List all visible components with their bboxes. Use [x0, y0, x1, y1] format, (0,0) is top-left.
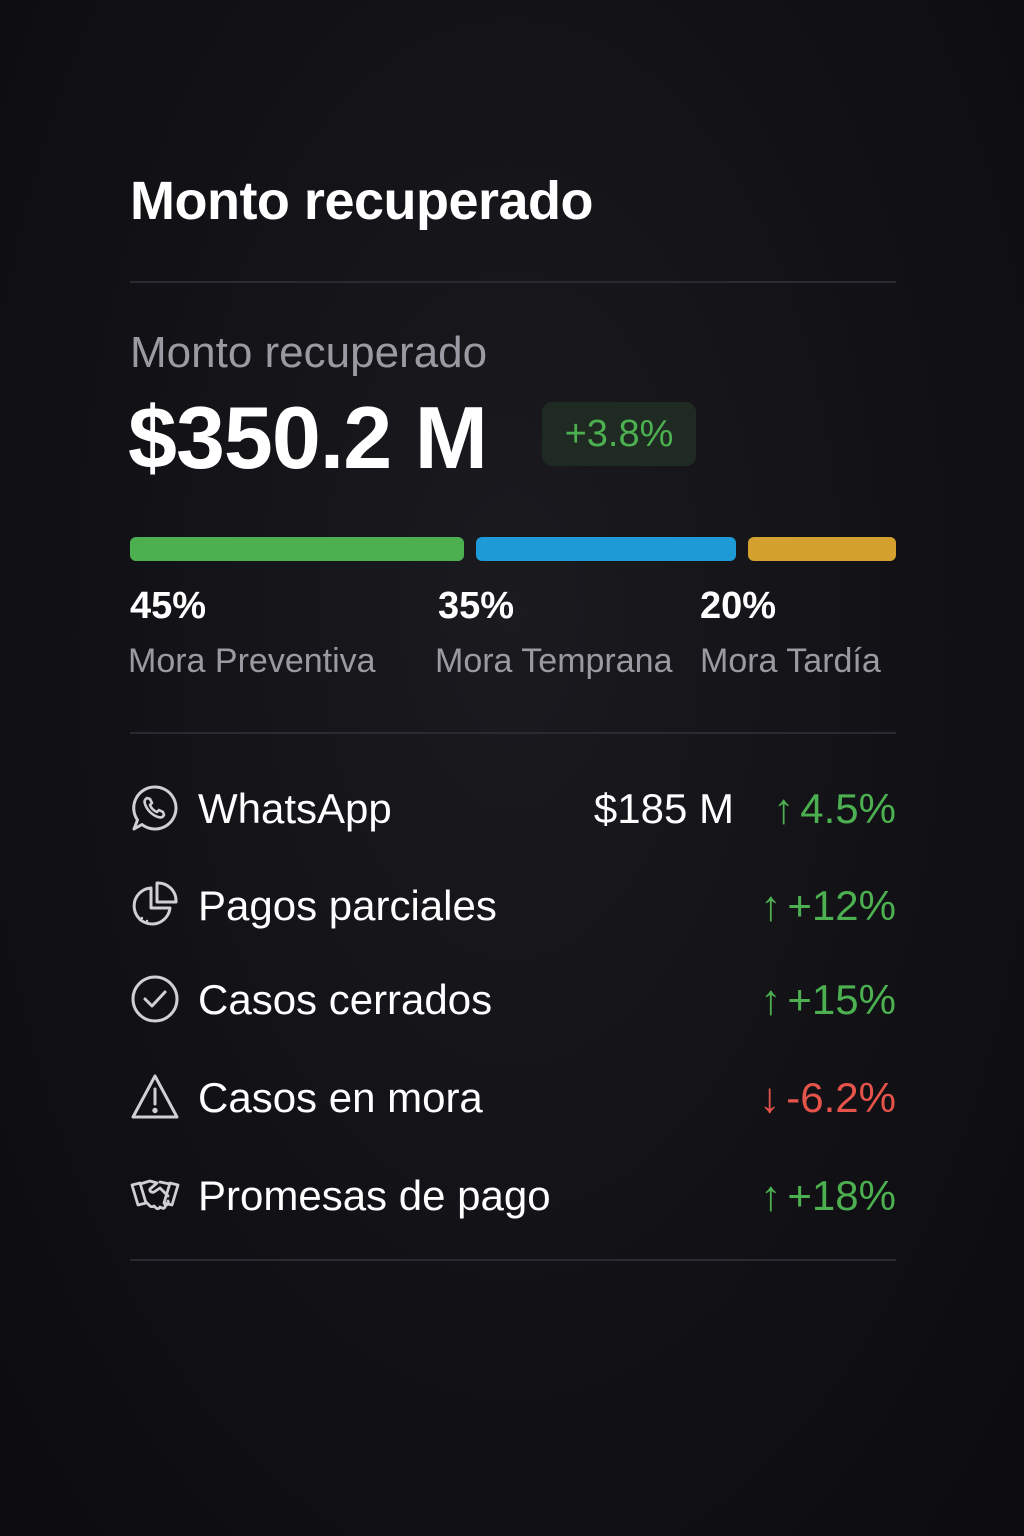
channel-row-overdue-cases[interactable]: Casos en mora ↓ -6.2%: [130, 1068, 896, 1128]
segment-name-temprana: Mora Temprana: [435, 642, 673, 680]
divider: [130, 1259, 896, 1261]
channel-row-payment-promises[interactable]: Promesas de pago ↑ +18%: [130, 1166, 896, 1226]
card-title: Monto recuperado: [130, 171, 594, 231]
segment-bar-tardia: [748, 537, 896, 561]
metric-value: $350.2 M: [128, 388, 488, 487]
divider: [130, 732, 896, 734]
row-change-value: +15%: [787, 976, 896, 1023]
segment-bar-preventiva: [130, 537, 464, 561]
row-change: ↑ +18%: [760, 1166, 896, 1226]
whatsapp-icon: [130, 783, 180, 833]
arrow-up-icon: ↑: [760, 976, 782, 1023]
row-label: Casos en mora: [198, 1074, 483, 1121]
row-change-value: 4.5%: [800, 785, 896, 832]
metric-label: Monto recuperado: [130, 328, 488, 377]
row-change-value: +12%: [787, 882, 896, 929]
row-change: ↓ -6.2%: [759, 1068, 896, 1128]
pie-chart-icon: [130, 880, 180, 930]
row-label: WhatsApp: [198, 785, 392, 832]
segment-percent-tardia: 20%: [700, 585, 777, 627]
check-circle-icon: [130, 974, 180, 1024]
warning-icon: [130, 1072, 180, 1122]
arrow-up-icon: ↑: [773, 785, 795, 832]
segment-percent-temprana: 35%: [438, 585, 515, 627]
segment-name-preventiva: Mora Preventiva: [128, 642, 376, 680]
segment-bar-temprana: [476, 537, 736, 561]
row-value: $185 M: [593, 785, 734, 832]
row-change: ↑ +12%: [760, 876, 896, 936]
row-change-value: +18%: [787, 1172, 896, 1219]
arrow-down-icon: ↓: [759, 1074, 781, 1121]
row-change: ↑ 4.5%: [773, 779, 896, 839]
segment-percent-preventiva: 45%: [130, 585, 207, 627]
segment-bar: [130, 537, 896, 561]
row-label: Casos cerrados: [198, 976, 493, 1023]
handshake-icon: [130, 1170, 180, 1220]
row-label: Pagos parciales: [198, 882, 497, 929]
channel-row-partial-payments[interactable]: Pagos parciales ↑ +12%: [130, 876, 896, 936]
row-label: Promesas de pago: [198, 1172, 551, 1219]
channel-row-whatsapp[interactable]: WhatsApp $185 M ↑ 4.5%: [130, 779, 896, 839]
divider: [130, 281, 896, 283]
segment-name-tardia: Mora Tardía: [700, 642, 881, 680]
channel-row-closed-cases[interactable]: Casos cerrados ↑ +15%: [130, 970, 896, 1030]
row-change-value: -6.2%: [786, 1074, 896, 1121]
metric-change-badge: +3.8%: [542, 402, 696, 466]
arrow-up-icon: ↑: [760, 882, 782, 929]
row-change: ↑ +15%: [760, 970, 896, 1030]
arrow-up-icon: ↑: [760, 1172, 782, 1219]
